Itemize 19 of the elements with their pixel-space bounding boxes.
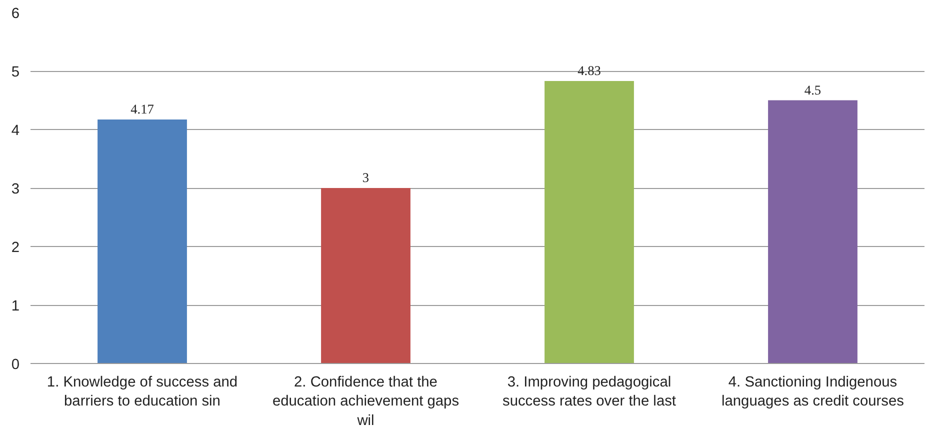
x-tick-label: 1. Knowledge of success and barriers to education sin: [46, 374, 238, 410]
data-label: 4.5: [804, 82, 822, 98]
y-tick-label: 2: [11, 240, 20, 256]
y-tick-label: 3: [11, 182, 20, 198]
y-tick-label: 1: [11, 298, 20, 314]
data-label: 3: [362, 170, 370, 185]
bar: [768, 100, 858, 364]
y-tick-label: 4: [11, 123, 20, 139]
bar: [321, 188, 410, 364]
data-label: 4.83: [578, 62, 602, 78]
bar: [544, 80, 634, 364]
data-label: 4.17: [130, 102, 154, 117]
bar: [98, 120, 187, 364]
y-tick-label: 6: [11, 6, 20, 22]
x-tick-label: 3. Improving pedagogical success rates over the last: [502, 374, 676, 410]
y-tick-label: 5: [11, 64, 20, 80]
x-tick-label: 4. Sanctioning Indigenous languages as credit courses: [722, 374, 904, 410]
y-tick-label: 0: [11, 357, 20, 373]
x-tick-label: 2. Confidence that the education achievement gaps wil: [272, 374, 460, 429]
